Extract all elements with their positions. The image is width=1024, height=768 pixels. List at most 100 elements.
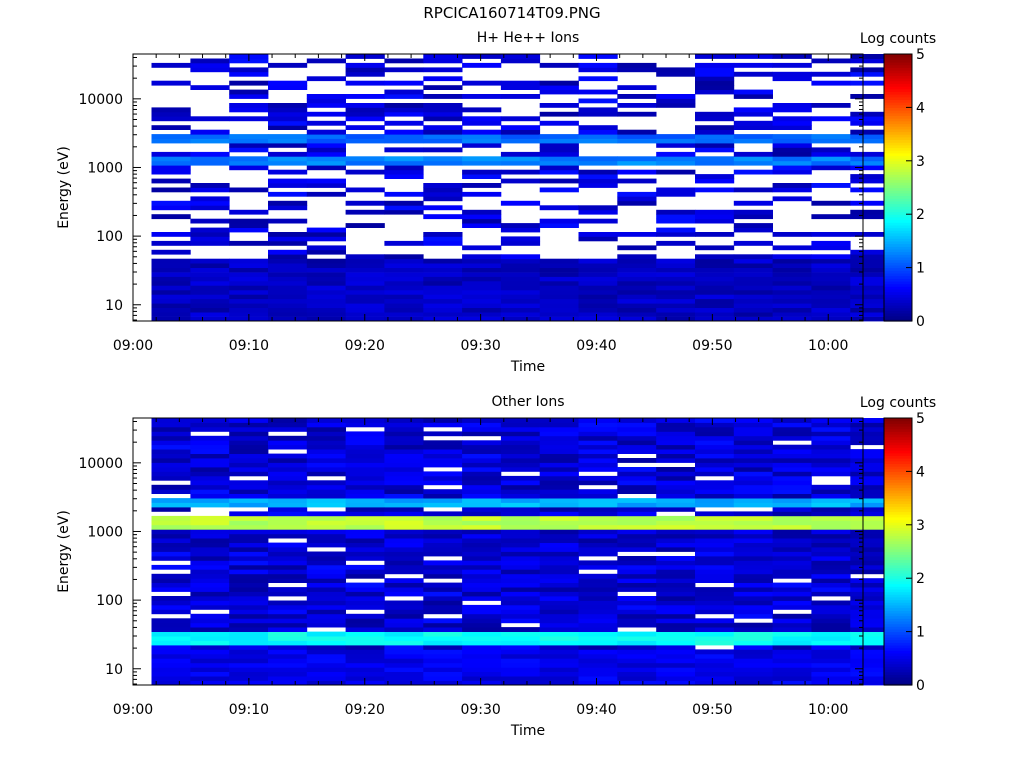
heatmap-cell	[539, 484, 579, 490]
heatmap-cell	[462, 316, 502, 322]
colorbar-segment	[884, 59, 912, 63]
panel-title: H+ He++ Ions	[477, 30, 580, 46]
heatmap-cell	[500, 80, 541, 86]
heatmap-cell	[617, 67, 657, 73]
heatmap-cell	[656, 582, 696, 588]
heatmap-cell	[229, 440, 269, 446]
heatmap-cell	[772, 667, 812, 672]
heatmap-cell	[229, 289, 269, 295]
heatmap-cell	[268, 671, 308, 677]
heatmap-cell	[578, 232, 618, 237]
heatmap-cell	[151, 564, 191, 570]
heatmap-cell	[539, 582, 579, 588]
heatmap-cell	[811, 165, 851, 171]
heatmap-cell	[850, 631, 890, 637]
heatmap-cell	[539, 502, 579, 508]
heatmap-cell	[578, 107, 618, 113]
colorbar-segment	[884, 131, 912, 135]
heatmap-cell	[462, 267, 502, 273]
heatmap-cell	[578, 507, 618, 512]
heatmap-cell	[423, 147, 463, 153]
heatmap-cell	[306, 263, 346, 268]
heatmap-cell	[500, 640, 541, 646]
heatmap-cell	[617, 200, 657, 206]
heatmap-cell	[656, 289, 696, 295]
heatmap-cell	[539, 444, 579, 450]
heatmap-cell	[811, 147, 851, 153]
heatmap-cell	[229, 267, 269, 273]
heatmap-cell	[617, 169, 657, 175]
heatmap-cell	[229, 573, 269, 579]
heatmap-cell	[151, 489, 191, 494]
heatmap-cell	[268, 560, 308, 566]
colorbar-segment	[884, 476, 912, 481]
heatmap-cell	[811, 676, 851, 681]
heatmap-cell	[733, 631, 773, 637]
heatmap-cell	[462, 120, 502, 126]
heatmap-cell	[384, 524, 424, 530]
heatmap-cell	[384, 276, 424, 282]
heatmap-cell	[617, 178, 657, 184]
colorbar-segment	[884, 88, 912, 92]
heatmap-cell	[617, 134, 657, 139]
colorbar-segment	[884, 423, 912, 427]
heatmap-cell	[384, 303, 424, 308]
heatmap-cell	[578, 263, 618, 268]
heatmap-cell	[811, 582, 851, 588]
heatmap-cells	[151, 54, 890, 322]
heatmap-cell	[656, 280, 696, 286]
heatmap-cell	[384, 209, 424, 215]
heatmap-cell	[384, 591, 424, 597]
colorbar-segment	[884, 524, 912, 529]
heatmap-cell	[500, 240, 541, 246]
heatmap-cell	[423, 569, 463, 575]
heatmap-cell	[384, 662, 424, 668]
heatmap-cell	[423, 471, 463, 477]
heatmap-cell	[500, 85, 541, 90]
heatmap-cell	[578, 54, 618, 59]
heatmap-cell	[850, 596, 890, 601]
colorbar-tick-label: 1	[916, 625, 925, 641]
heatmap-cell	[539, 569, 579, 575]
colorbar-segment	[884, 527, 912, 531]
colorbar-segment	[884, 450, 912, 454]
heatmap-cell	[733, 667, 773, 672]
heatmap-cell	[811, 431, 851, 437]
heatmap-cell	[772, 147, 812, 153]
heatmap-cell	[811, 564, 851, 570]
heatmap-cell	[578, 426, 618, 432]
heatmap-cell	[306, 183, 346, 188]
heatmap-cell	[617, 658, 657, 664]
colorbar-segment	[884, 224, 912, 229]
heatmap-cell	[617, 524, 657, 530]
heatmap-cell	[578, 209, 618, 215]
heatmap-cell	[151, 431, 191, 437]
heatmap-cell	[656, 627, 696, 632]
heatmap-cell	[229, 556, 269, 561]
heatmap-cell	[268, 645, 308, 650]
heatmap-cell	[656, 138, 696, 144]
heatmap-cell	[695, 54, 735, 59]
colorbar-segment	[884, 418, 912, 422]
heatmap-cell	[850, 289, 890, 295]
heatmap-cell	[500, 134, 541, 139]
heatmap-cell	[811, 440, 851, 446]
heatmap-cell	[384, 462, 424, 468]
heatmap-cell	[462, 453, 502, 459]
heatmap-cell	[384, 653, 424, 659]
heatmap-cell	[578, 303, 618, 308]
heatmap-cell	[850, 489, 890, 494]
heatmap-cell	[695, 622, 735, 628]
heatmap-cell	[850, 156, 890, 162]
heatmap-cell	[811, 542, 851, 548]
heatmap-cell	[811, 511, 851, 517]
colorbar-segment	[884, 168, 912, 173]
colorbar-segment	[884, 580, 912, 585]
heatmap-cell	[229, 435, 269, 441]
heatmap-cell	[306, 426, 346, 432]
heatmap-cell	[384, 636, 424, 641]
heatmap-cell	[306, 622, 346, 628]
heatmap-cell	[268, 636, 308, 641]
heatmap-cell	[772, 444, 812, 450]
heatmap-cell	[695, 289, 735, 295]
